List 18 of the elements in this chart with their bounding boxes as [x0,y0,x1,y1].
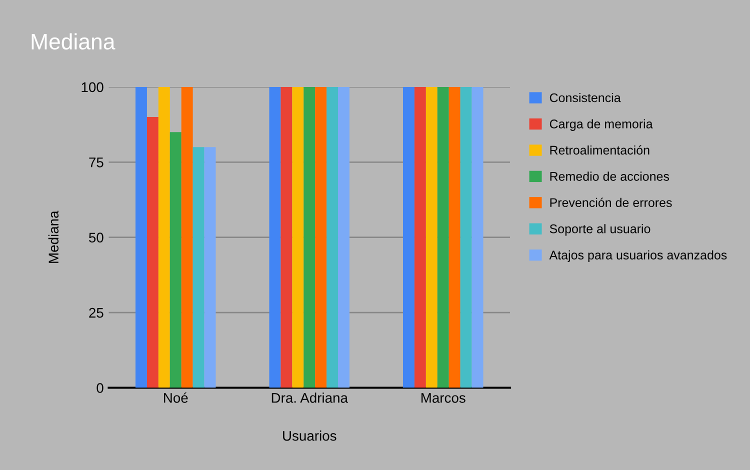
y-tick-label: 75 [89,158,104,168]
legend-label: Soporte al usuario [550,224,650,236]
legend-label: Prevención de errores [550,198,672,208]
x-tick-label: Noé [164,392,188,403]
y-tick-label: 25 [89,308,104,318]
x-tick-label: Marcos [422,393,466,403]
legend-label: Carga de memoria [550,119,653,131]
y-tick-label: 100 [82,82,104,92]
legend-label: Retroalimentación [550,145,650,155]
chart-title: Mediana [32,33,116,50]
x-axis-title: Usuarios [283,430,336,441]
y-tick-label: 50 [88,232,104,243]
y-tick-label: 0 [96,383,104,393]
legend-label: Remedio de acciones [550,172,670,181]
y-axis-title: Mediana [48,210,59,263]
x-tick-label: Dra. Adriana [272,392,348,403]
legend-label: Consistencia [550,93,621,102]
legend-label: Atajos para usuarios avanzados [549,250,727,262]
